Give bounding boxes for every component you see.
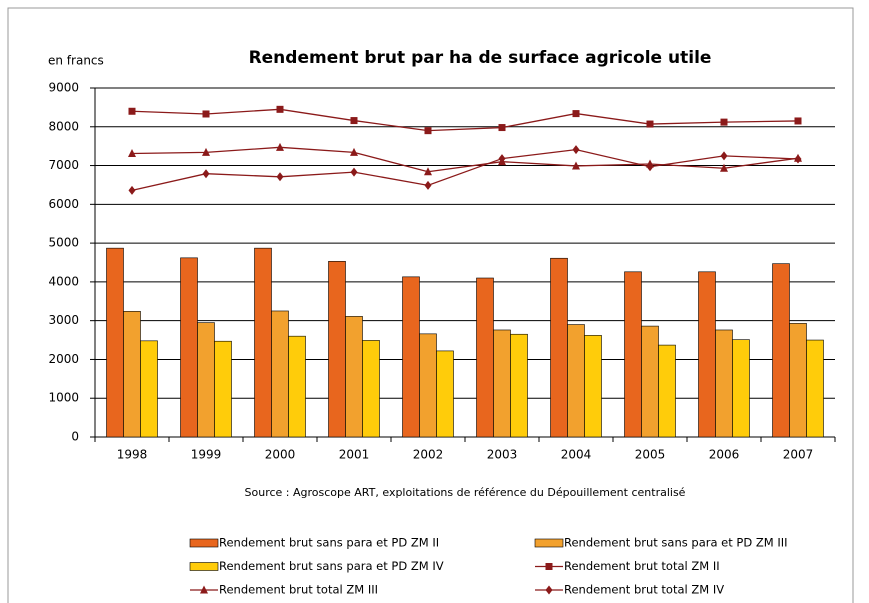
legend-swatch <box>534 538 564 548</box>
marker <box>498 154 506 164</box>
marker <box>424 127 432 135</box>
bar <box>271 310 289 438</box>
marker <box>128 149 136 158</box>
line <box>131 146 799 173</box>
source-note: Source : Agroscope ART, exploitations de… <box>245 486 686 499</box>
marker <box>202 169 210 179</box>
legend-marker <box>545 585 553 595</box>
y-tick-label: 1000 <box>48 391 79 405</box>
x-tick-label: 2006 <box>709 448 740 462</box>
bar <box>419 333 437 438</box>
legend-marker <box>545 563 553 570</box>
bar <box>567 324 585 438</box>
y-tick-label: 6000 <box>48 197 79 211</box>
line <box>131 148 799 192</box>
marker <box>572 161 580 170</box>
bar <box>436 350 454 438</box>
marker <box>128 107 136 115</box>
marker <box>276 172 284 182</box>
legend-label: Rendement brut total ZM III <box>219 583 378 597</box>
y-tick-label: 7000 <box>48 158 79 172</box>
bar <box>510 333 528 438</box>
x-tick-label: 1999 <box>191 448 222 462</box>
bar <box>402 276 420 438</box>
legend-label: Rendement brut sans para et PD ZM IV <box>219 559 444 573</box>
y-tick-label: 9000 <box>48 81 79 95</box>
marker <box>498 124 506 132</box>
marker <box>720 163 728 172</box>
x-tick-label: 2001 <box>339 448 370 462</box>
y-tick-label: 2000 <box>48 352 79 366</box>
marker <box>720 118 728 126</box>
legend-swatch <box>189 538 219 548</box>
bar <box>641 325 659 438</box>
y-tick-label: 0 <box>71 430 79 444</box>
bar <box>328 261 346 438</box>
marker <box>202 110 210 118</box>
x-tick-label: 2005 <box>635 448 666 462</box>
y-tick-label: 3000 <box>48 313 79 327</box>
marker <box>350 167 358 177</box>
marker <box>424 180 432 190</box>
x-tick-label: 1998 <box>117 448 148 462</box>
marker <box>572 145 580 155</box>
marker <box>128 185 136 195</box>
marker <box>202 147 210 156</box>
legend-label: Rendement brut sans para et PD ZM II <box>219 536 439 550</box>
bar <box>698 271 716 438</box>
legend-label: Rendement brut total ZM IV <box>564 583 724 597</box>
legend-label: Rendement brut sans para et PD ZM III <box>564 536 788 550</box>
marker <box>646 162 654 172</box>
bar <box>254 247 272 438</box>
legend-swatch <box>189 562 219 571</box>
bar <box>715 329 733 438</box>
bar <box>624 271 642 438</box>
marker <box>424 167 432 176</box>
marker <box>646 120 654 128</box>
legend-marker <box>200 585 208 594</box>
line <box>131 108 799 132</box>
x-tick-label: 2000 <box>265 448 296 462</box>
marker <box>276 142 284 151</box>
bar <box>288 335 306 438</box>
legend-label: Rendement brut total ZM II <box>564 559 720 573</box>
bar <box>658 344 676 438</box>
chart-border <box>7 7 854 603</box>
bar <box>584 335 602 438</box>
y-tick-label: 5000 <box>48 236 79 250</box>
x-tick-label: 2004 <box>561 448 592 462</box>
bar <box>214 340 232 438</box>
bar <box>106 247 124 438</box>
bar <box>806 339 824 438</box>
marker <box>276 105 284 113</box>
y-tick-label: 8000 <box>48 119 79 133</box>
marker <box>572 110 580 118</box>
y-axis-label: en francs <box>48 54 104 68</box>
x-tick-label: 2002 <box>413 448 444 462</box>
marker <box>794 117 802 125</box>
bar <box>493 329 511 438</box>
chart-title: Rendement brut par ha de surface agricol… <box>249 48 712 68</box>
marker <box>720 151 728 161</box>
x-tick-label: 2003 <box>487 448 518 462</box>
bar <box>362 340 380 438</box>
marker <box>794 154 802 164</box>
bar <box>789 323 807 438</box>
bar <box>140 340 158 438</box>
bar <box>772 263 790 438</box>
bar <box>732 339 750 438</box>
marker <box>350 117 358 125</box>
bar <box>550 257 568 438</box>
y-tick-label: 4000 <box>48 274 79 288</box>
marker <box>350 147 358 156</box>
bar <box>476 277 494 438</box>
bar <box>345 316 363 438</box>
bar <box>123 311 141 438</box>
x-tick-label: 2007 <box>783 448 814 462</box>
bar <box>197 322 215 438</box>
bar <box>180 257 198 438</box>
